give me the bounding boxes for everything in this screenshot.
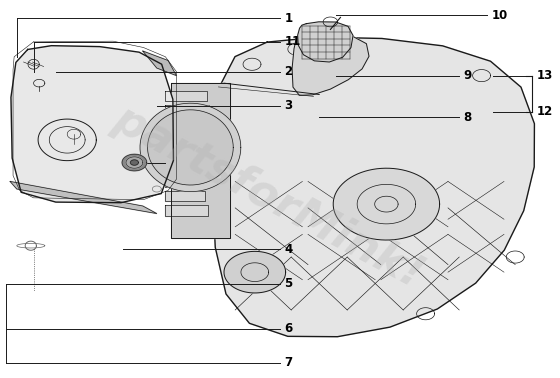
- Polygon shape: [165, 133, 209, 144]
- Polygon shape: [148, 110, 233, 185]
- Polygon shape: [143, 51, 176, 76]
- Polygon shape: [298, 22, 353, 62]
- Polygon shape: [165, 148, 207, 158]
- Polygon shape: [10, 181, 157, 214]
- Polygon shape: [11, 46, 174, 203]
- Polygon shape: [292, 32, 369, 95]
- Text: 12: 12: [536, 105, 553, 118]
- Polygon shape: [165, 91, 207, 101]
- Text: 5: 5: [284, 277, 293, 290]
- Polygon shape: [122, 154, 147, 171]
- Polygon shape: [165, 191, 206, 201]
- Polygon shape: [224, 251, 286, 293]
- Polygon shape: [130, 160, 138, 165]
- Text: 3: 3: [284, 99, 293, 112]
- Text: 10: 10: [492, 9, 508, 22]
- Polygon shape: [171, 83, 230, 238]
- Polygon shape: [165, 205, 208, 216]
- Polygon shape: [126, 157, 143, 168]
- Text: 13: 13: [536, 69, 553, 82]
- Text: partsforMink!: partsforMink!: [106, 97, 431, 296]
- Polygon shape: [165, 162, 205, 173]
- Polygon shape: [140, 103, 241, 192]
- Text: 4: 4: [284, 243, 293, 256]
- Polygon shape: [165, 105, 209, 116]
- Text: 8: 8: [464, 111, 472, 124]
- Text: 11: 11: [284, 35, 301, 48]
- Polygon shape: [333, 168, 440, 240]
- Text: 2: 2: [284, 65, 293, 78]
- Text: 6: 6: [284, 322, 293, 335]
- Text: 7: 7: [284, 356, 293, 369]
- Polygon shape: [165, 177, 204, 187]
- Polygon shape: [212, 37, 534, 337]
- Text: 1: 1: [284, 12, 293, 25]
- Polygon shape: [165, 119, 210, 130]
- Text: 9: 9: [464, 69, 472, 82]
